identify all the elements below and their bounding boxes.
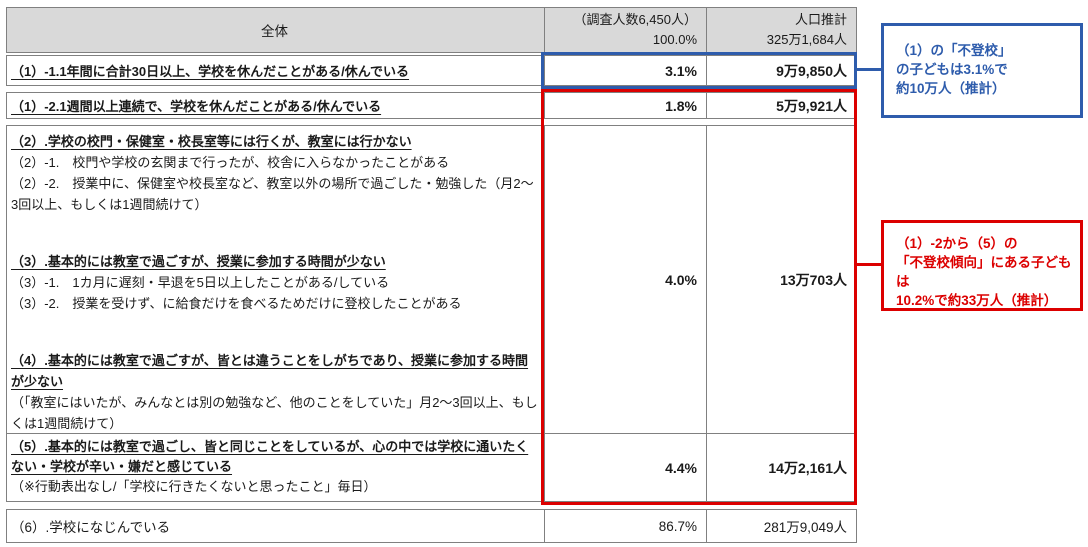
table-row-1-2: （1）-2.1週間以上連続で、学校を休んだことがある/休んでいる 1.8% 5万… — [6, 92, 857, 119]
merged-population-cell: 13万703人 — [706, 126, 856, 433]
red-callout-box: （1）-2から（5）の 「不登校傾向」にある子どもは 10.2%で約33万人（推… — [881, 220, 1083, 311]
row-6-population: 281万9,049人 — [763, 520, 847, 535]
header-population-line1: 人口推計 — [794, 12, 847, 27]
row-1-2-population-cell: 5万9,921人 — [706, 93, 856, 118]
row-1-2-label: （1）-2.1週間以上連続で、学校を休んだことがある/休んでいる — [11, 99, 382, 114]
row-6-population-cell: 281万9,049人 — [706, 510, 856, 542]
table-row-1-1: （1）-1.1年間に合計30日以上、学校を休んだことがある/休んでいる 3.1%… — [6, 55, 857, 86]
blue-callout-line2: の子どもは3.1%で — [896, 62, 1008, 78]
table-row-6: （6）.学校になじんでいる 86.7% 281万9,049人 — [6, 509, 857, 543]
section-2-item-2: （2）-2. 授業中に、保健室や校長室など、教室以外の場所で過ごした・勉強した（… — [11, 176, 534, 212]
table-row-merged-2-3-4: （2）.学校の校門・保健室・校長室等には行くが、教室には行かない （2）-1. … — [6, 125, 857, 434]
section-2-heading: （2）.学校の校門・保健室・校長室等には行くが、教室には行かない — [11, 134, 412, 149]
section-2-item-1: （2）-1. 校門や学校の玄関まで行ったが、校舎に入らなかったことがある — [11, 155, 450, 170]
row-1-1-population-cell: 9万9,850人 — [706, 56, 856, 85]
row-5-population: 14万2,161人 — [768, 459, 847, 476]
section-3-item-1: （3）-1. 1カ月に遅刻・早退を5日以上したことがある/している — [11, 275, 390, 290]
merged-percent-cell: 4.0% — [544, 126, 706, 433]
row-5-percent-cell: 4.4% — [544, 434, 706, 501]
row-1-1-population: 9万9,850人 — [776, 62, 847, 79]
blue-connector-line — [857, 68, 881, 71]
header-survey-count-line2: 100.0% — [652, 32, 697, 47]
red-connector-line — [857, 263, 881, 266]
merged-label-cell: （2）.学校の校門・保健室・校長室等には行くが、教室には行かない （2）-1. … — [7, 126, 544, 433]
row-1-2-population: 5万9,921人 — [776, 97, 847, 114]
blue-callout-box: （1）の「不登校」 の子どもは3.1%で 約10万人（推計） — [881, 23, 1083, 118]
red-callout-line1: （1）-2から（5）の — [896, 236, 1018, 251]
row-6-label: （6）.学校になじんでいる — [11, 520, 171, 535]
merged-population: 13万703人 — [780, 271, 847, 288]
red-callout-line2: 「不登校傾向」にある子どもは — [896, 255, 1072, 290]
table-row-5: （5）.基本的には教室で過ごし、皆と同じことをしているが、心の中では学校に通いた… — [6, 433, 857, 502]
merged-percent: 4.0% — [665, 271, 697, 288]
row-1-1-percent: 3.1% — [665, 62, 697, 79]
row-1-2-label-cell: （1）-2.1週間以上連続で、学校を休んだことがある/休んでいる — [7, 93, 544, 118]
row-6-percent: 86.7% — [658, 518, 697, 534]
header-survey-count: （調査人数6,450人） 100.0% — [544, 8, 706, 52]
blue-callout-line3: 約10万人（推計） — [896, 81, 1006, 97]
header-population-estimate: 人口推計 325万1,684人 — [706, 8, 856, 52]
table-header-row: 全体 （調査人数6,450人） 100.0% 人口推計 325万1,684人 — [6, 7, 857, 53]
row-1-2-percent: 1.8% — [665, 97, 697, 114]
row-5-population-cell: 14万2,161人 — [706, 434, 856, 501]
header-overall: 全体 — [261, 24, 288, 39]
row-1-1-label-cell: （1）-1.1年間に合計30日以上、学校を休んだことがある/休んでいる — [7, 56, 544, 85]
row-5-note: （※行動表出なし/「学校に行きたくないと思ったこと」毎日） — [11, 479, 377, 494]
blue-callout-line1: （1）の「不登校」 — [896, 43, 1012, 58]
section-3-heading: （3）.基本的には教室で過ごすが、授業に参加する時間が少ない — [11, 254, 386, 269]
section-4-heading: （4）.基本的には教室で過ごすが、皆とは違うことをしがちであり、授業に参加する時… — [11, 353, 529, 389]
row-5-percent: 4.4% — [665, 459, 697, 476]
section-3-item-2: （3）-2. 授業を受けず、に給食だけを食べるためだけに登校したことがある — [11, 296, 462, 311]
row-5-label-cell: （5）.基本的には教室で過ごし、皆と同じことをしているが、心の中では学校に通いた… — [7, 434, 544, 501]
header-population-line2: 325万1,684人 — [766, 32, 847, 47]
row-6-percent-cell: 86.7% — [544, 510, 706, 542]
row-6-label-cell: （6）.学校になじんでいる — [7, 510, 544, 542]
header-survey-count-line1: （調査人数6,450人） — [573, 12, 697, 27]
row-1-2-percent-cell: 1.8% — [544, 93, 706, 118]
row-5-label: （5）.基本的には教室で過ごし、皆と同じことをしているが、心の中では学校に通いた… — [11, 439, 529, 474]
row-1-1-percent-cell: 3.1% — [544, 56, 706, 85]
section-4-note: （「教室にはいたが、みんなとは別の勉強など、他のことをしていた」月2～3回以上、… — [11, 395, 538, 431]
red-callout-line3: 10.2%で約33万人（推計） — [896, 293, 1058, 309]
row-1-1-label: （1）-1.1年間に合計30日以上、学校を休んだことがある/休んでいる — [11, 64, 410, 79]
